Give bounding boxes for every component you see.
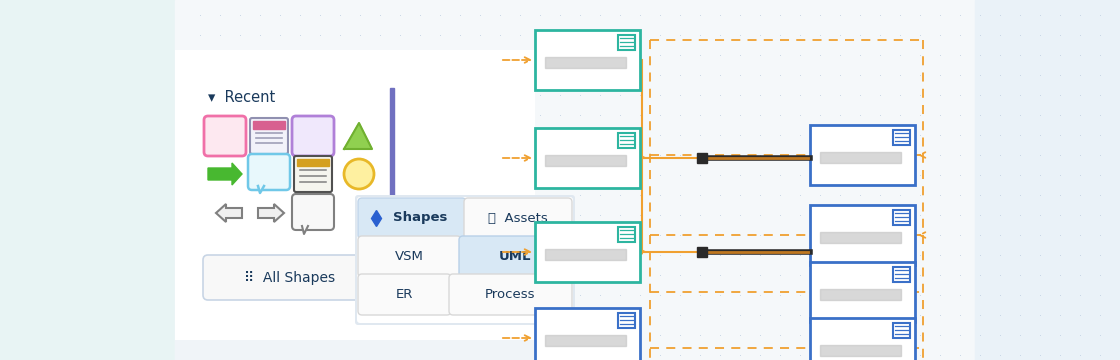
Bar [820, 232, 900, 243]
Bar [545, 249, 626, 260]
Polygon shape [302, 226, 308, 234]
FancyBboxPatch shape [535, 30, 640, 90]
Bar [390, 88, 394, 263]
Polygon shape [344, 123, 372, 149]
FancyBboxPatch shape [893, 267, 909, 282]
FancyBboxPatch shape [355, 195, 575, 325]
Text: Process: Process [485, 288, 535, 301]
FancyBboxPatch shape [293, 156, 332, 192]
Bar [297, 159, 329, 166]
Bar [175, 50, 535, 360]
FancyBboxPatch shape [810, 318, 915, 360]
Text: ▾  Recent: ▾ Recent [208, 90, 276, 105]
Bar [175, 0, 1120, 360]
Text: ⠿  All Shapes: ⠿ All Shapes [244, 271, 336, 285]
FancyBboxPatch shape [358, 198, 466, 239]
FancyBboxPatch shape [250, 118, 288, 154]
FancyBboxPatch shape [357, 197, 573, 323]
FancyBboxPatch shape [459, 236, 572, 277]
FancyBboxPatch shape [292, 194, 334, 230]
FancyBboxPatch shape [204, 116, 246, 156]
FancyArrow shape [258, 204, 284, 222]
FancyBboxPatch shape [358, 236, 461, 277]
Text: Shapes: Shapes [393, 211, 447, 225]
Text: ER: ER [395, 288, 412, 301]
FancyBboxPatch shape [618, 35, 635, 50]
Bar [820, 345, 900, 356]
Bar [545, 57, 626, 68]
FancyBboxPatch shape [358, 274, 451, 315]
FancyBboxPatch shape [810, 125, 915, 185]
FancyBboxPatch shape [464, 198, 572, 239]
Ellipse shape [344, 159, 374, 189]
FancyBboxPatch shape [248, 154, 290, 190]
Text: VSM: VSM [394, 249, 423, 262]
FancyBboxPatch shape [618, 227, 635, 242]
FancyBboxPatch shape [618, 313, 635, 328]
Polygon shape [258, 186, 264, 193]
FancyBboxPatch shape [292, 116, 334, 156]
Bar [820, 289, 900, 300]
Bar [545, 335, 626, 346]
FancyBboxPatch shape [203, 255, 377, 300]
FancyBboxPatch shape [618, 133, 635, 148]
FancyBboxPatch shape [535, 222, 640, 282]
Bar [820, 152, 900, 163]
FancyBboxPatch shape [893, 323, 909, 338]
FancyBboxPatch shape [893, 130, 909, 145]
FancyBboxPatch shape [810, 262, 915, 322]
FancyBboxPatch shape [893, 210, 909, 225]
FancyBboxPatch shape [535, 308, 640, 360]
FancyBboxPatch shape [810, 205, 915, 265]
Polygon shape [208, 163, 242, 185]
Text: 🗃  Assets: 🗃 Assets [488, 211, 548, 225]
Bar [175, 340, 535, 360]
FancyBboxPatch shape [535, 128, 640, 188]
Bar [976, 0, 1120, 360]
FancyArrow shape [216, 204, 242, 222]
Bar [253, 121, 284, 129]
Bar [0, 0, 175, 360]
Text: UML: UML [498, 249, 531, 262]
Bar [545, 155, 626, 166]
FancyBboxPatch shape [449, 274, 572, 315]
